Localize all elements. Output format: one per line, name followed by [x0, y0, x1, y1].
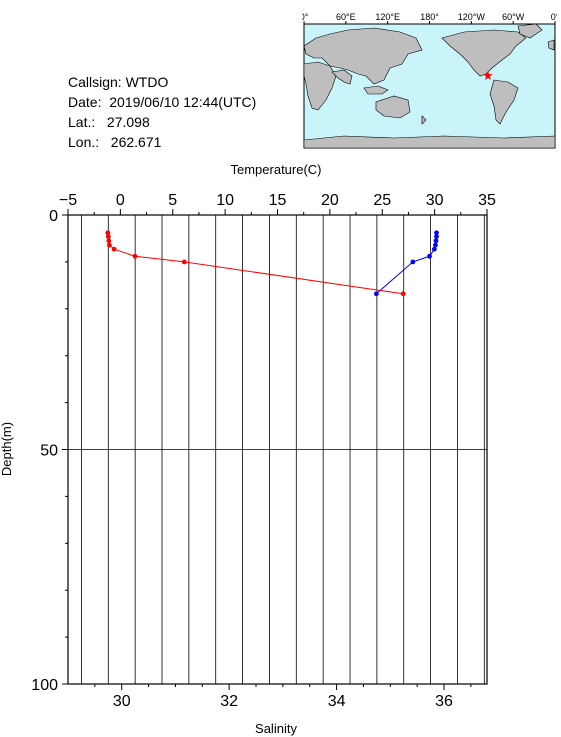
salinity-data-point	[434, 234, 439, 239]
greenland-land	[517, 23, 543, 39]
callsign-text: Callsign: WTDO	[68, 74, 169, 90]
depth-tick-label: 0	[49, 208, 58, 225]
date-text: Date: 2019/06/10 12:44(UTC)	[68, 94, 257, 110]
latitude-text: Lat.: 27.098	[68, 114, 150, 130]
uk-land	[547, 39, 555, 51]
salinity-tick-label: 32	[220, 693, 238, 710]
south-america-land	[489, 79, 519, 125]
temperature-tick-label: 25	[373, 192, 391, 209]
salinity-axis-title: Salinity	[255, 721, 297, 736]
map-longitude-label: 120°W	[458, 12, 486, 22]
temperature-tick-label: 35	[478, 192, 496, 209]
indonesia-land	[363, 85, 389, 95]
longitude-text: Lon.: 262.671	[68, 134, 162, 150]
depth-tick-label: 100	[31, 677, 58, 694]
salinity-data-point	[427, 253, 432, 259]
salinity-data-point	[410, 259, 416, 265]
temperature-data-point	[105, 230, 111, 236]
north-america-land	[441, 29, 527, 77]
temperature-data-point	[400, 291, 406, 297]
temperature-tick-label: 30	[426, 192, 444, 209]
map-landmasses	[303, 23, 556, 149]
temperature-tick-label: 15	[269, 192, 287, 209]
temperature-tick-label: −5	[59, 192, 77, 209]
salinity-data-point	[431, 246, 437, 252]
map-longitude-label: 120°E	[375, 12, 400, 22]
station-info-panel: Callsign: WTDO Date: 2019/06/10 12:44(UT…	[68, 72, 256, 152]
india-land	[331, 69, 353, 85]
map-longitude-label: 60°E	[336, 12, 356, 22]
map-longitude-label: 180°	[420, 12, 439, 22]
eurasia-land	[303, 27, 423, 85]
temperature-tick-label: 0	[116, 192, 125, 209]
temperature-profile-line	[107, 232, 404, 295]
map-longitude-label: 60°W	[502, 12, 525, 22]
chart-series	[105, 230, 439, 297]
salinity-tick-label: 34	[328, 693, 346, 710]
temperature-data-point	[132, 253, 138, 259]
temperature-data-point	[111, 246, 117, 252]
salinity-data-point	[373, 291, 379, 297]
salinity-tick-label: 30	[113, 693, 131, 710]
antarctica-land	[303, 135, 556, 149]
salinity-data-point	[433, 238, 439, 244]
new-zealand-land	[421, 115, 427, 125]
salinity-profile-line	[376, 232, 438, 295]
map-longitude-label: 0°	[551, 12, 557, 22]
temperature-data-point	[181, 259, 187, 265]
temperature-data-point	[106, 242, 112, 248]
temperature-data-point	[105, 234, 111, 239]
salinity-data-point	[434, 230, 439, 236]
africa-land	[303, 61, 337, 111]
station-marker-icon: ★	[482, 69, 494, 84]
depth-axis-title: Depth(m)	[0, 422, 14, 476]
salinity-tick-label: 36	[435, 693, 453, 710]
temperature-data-point	[106, 238, 112, 244]
australia-land	[375, 95, 411, 119]
chart-grid	[68, 215, 487, 684]
depth-tick-label: 50	[40, 443, 58, 460]
map-longitude-label: 0°	[302, 12, 309, 22]
temperature-tick-label: 10	[216, 192, 234, 209]
temperature-tick-label: 20	[321, 192, 339, 209]
temperature-axis-title: Temperature(C)	[230, 162, 321, 177]
salinity-data-point	[433, 242, 438, 248]
temperature-tick-label: 5	[168, 192, 177, 209]
map-longitude-ticks: 0° 60°E 120°E 180° 120°W 60°W 0°	[302, 12, 557, 24]
